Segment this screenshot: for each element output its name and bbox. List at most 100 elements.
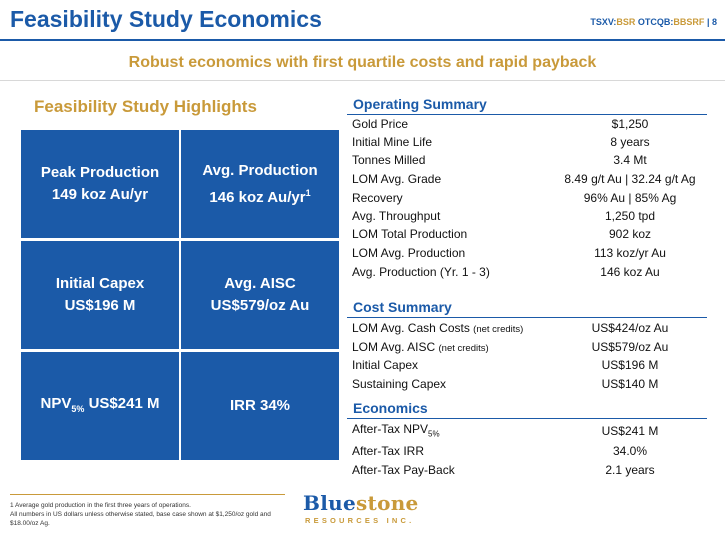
row-value: 3.4 Mt — [613, 153, 647, 167]
row-label: After-Tax IRR — [352, 443, 425, 458]
table-row: After-Tax IRR 34.0% — [352, 441, 708, 460]
row-label: LOM Avg. Grade — [352, 172, 442, 186]
row-label-text: After-Tax NPV — [352, 422, 429, 437]
logo-word-gold: stone — [355, 491, 419, 515]
row-label: Avg. Throughput — [352, 209, 441, 223]
row-value: US$241 M — [601, 423, 659, 438]
row-value: US$424/oz Au — [591, 320, 669, 335]
table-row: Initial Mine Life 8 years — [352, 133, 708, 151]
title-divider — [0, 39, 725, 41]
table-row: Recovery 96% Au | 85% Ag — [352, 189, 708, 207]
ticker-tsxv-symbol: BSR — [616, 17, 636, 27]
tile-value: US$241 M — [84, 394, 160, 412]
highlights-title: Feasibility Study Highlights — [34, 97, 257, 116]
cost-summary-title: Cost Summary — [353, 299, 452, 315]
row-value: 2.1 years — [605, 462, 655, 477]
row-label: Sustaining Capex — [352, 376, 447, 391]
row-label: LOM Avg. Production — [352, 245, 466, 260]
logo-word-blue: Blue — [303, 491, 356, 515]
row-label: LOM Avg. AISC (net credits) — [352, 340, 552, 354]
tile-avg-production: Avg. Production 146 koz Au/yr1 — [181, 130, 339, 238]
row-label: Gold Price — [352, 117, 409, 131]
tile-label: Initial Capex — [55, 275, 145, 292]
page-title: Feasibility Study Economics — [10, 6, 322, 32]
page-number: 8 — [711, 17, 717, 27]
ticker-info: TSXV:BSR OTCQB:BBSRF | 8 — [590, 17, 717, 27]
operating-summary-divider — [347, 114, 707, 115]
operating-summary-title: Operating Summary — [353, 96, 487, 112]
economics-divider — [347, 418, 707, 419]
row-value: $1,250 — [611, 117, 649, 131]
row-label: Avg. Production (Yr. 1 - 3) — [352, 264, 490, 279]
operating-summary-table: Gold Price $1,250 Initial Mine Life 8 year… — [352, 115, 708, 281]
npv-rate: 5% — [71, 403, 85, 414]
row-value: 96% Au | 85% Ag — [583, 191, 677, 205]
tile-value: 146 koz Au/yr — [209, 188, 306, 206]
row-label: After-Tax NPV5% — [352, 422, 552, 438]
logo-wordmark: Bluestone — [303, 491, 419, 515]
table-row: After-Tax NPV5% US$241 M — [352, 420, 708, 441]
economics-title: Economics — [353, 400, 428, 416]
economics-table: After-Tax NPV5% US$241 M After-Tax IRR 34.… — [352, 420, 708, 479]
row-label: Recovery — [352, 191, 403, 205]
table-row: LOM Avg. Grade 8.49 g/t Au | 32.24 g/t Ag — [352, 169, 708, 189]
row-value: 34.0% — [612, 443, 648, 458]
footnote-1: 1 Average gold production in the first t… — [10, 502, 191, 509]
tile-peak-production: Peak Production 149 koz Au/yr — [21, 130, 179, 238]
page-subtitle: Robust economics with first quartile cos… — [128, 54, 597, 71]
cost-summary-table: LOM Avg. Cash Costs (net credits) US$424/… — [352, 318, 708, 393]
table-row: Sustaining Capex US$140 M — [352, 374, 708, 393]
row-label-note: (net credits) — [473, 323, 524, 335]
row-label-note: (net credits) — [438, 342, 489, 354]
row-value: 902 koz — [608, 227, 652, 241]
tile-value: US$196 M — [64, 297, 136, 314]
footnote-marker: 1 — [305, 187, 311, 198]
row-value: 8.49 g/t Au | 32.24 g/t Ag — [564, 172, 696, 186]
row-label: After-Tax Pay-Back — [352, 462, 455, 477]
tile-avg-aisc: Avg. AISC US$579/oz Au — [181, 241, 339, 349]
tile-label: Avg. AISC — [224, 275, 296, 292]
footnote-2: All numbers in US dollars unless otherwi… — [10, 511, 271, 527]
row-value: 8 years — [610, 135, 650, 149]
row-label: Initial Capex — [352, 358, 419, 372]
table-row: LOM Avg. Cash Costs (net credits) US$424/… — [352, 318, 708, 337]
table-row: LOM Avg. AISC (net credits) US$579/oz Au — [352, 337, 708, 356]
tile-npv: NPV5% US$241 M — [21, 352, 179, 460]
tile-label: Peak Production — [40, 164, 160, 181]
tile-label: NPV — [40, 394, 72, 412]
row-value: 146 koz Au — [600, 264, 660, 279]
table-row: Gold Price $1,250 — [352, 115, 708, 133]
tile-value: 149 koz Au/yr — [51, 186, 149, 203]
footnote-divider — [10, 494, 285, 495]
table-row: After-Tax Pay-Back 2.1 years — [352, 460, 708, 479]
row-label: LOM Avg. Cash Costs (net credits) — [352, 321, 552, 335]
row-value: US$196 M — [601, 358, 659, 372]
ticker-tsxv-label: TSXV: — [590, 17, 617, 27]
table-row: Avg. Production (Yr. 1 - 3) 146 koz Au — [352, 262, 708, 281]
footnotes: 1 Average gold production in the first t… — [10, 501, 295, 528]
row-label-text: LOM Avg. Cash Costs — [352, 320, 470, 335]
row-label: LOM Total Production — [352, 227, 468, 241]
row-value: 1,250 tpd — [604, 209, 656, 223]
table-row: Avg. Throughput 1,250 tpd — [352, 207, 708, 225]
row-label: Tonnes Milled — [352, 153, 426, 167]
row-value: US$140 M — [601, 376, 659, 391]
tile-label: Avg. Production — [202, 161, 318, 179]
tile-irr: IRR 34% — [181, 352, 339, 460]
tile-value-row: NPV5% US$241 M — [41, 393, 160, 420]
tile-value: US$579/oz Au — [210, 297, 310, 314]
logo-tagline: RESOURCES INC. — [305, 516, 415, 525]
table-row: LOM Avg. Production 113 koz/yr Au — [352, 243, 708, 262]
table-row: Initial Capex US$196 M — [352, 356, 708, 374]
row-value: US$579/oz Au — [591, 339, 669, 354]
row-label-text: LOM Avg. AISC — [352, 339, 436, 354]
ticker-otcqb-symbol: BBSRF — [673, 17, 705, 27]
tile-value-row: 146 koz Au/yr1 — [209, 182, 310, 209]
company-logo: Bluestone RESOURCES INC. — [303, 491, 419, 525]
subtitle-divider — [0, 80, 725, 81]
table-row: LOM Total Production 902 koz — [352, 225, 708, 243]
row-label: Initial Mine Life — [352, 135, 433, 149]
tile-label: IRR 34% — [229, 397, 291, 414]
npv-rate: 5% — [428, 429, 440, 439]
table-row: Tonnes Milled 3.4 Mt — [352, 151, 708, 169]
